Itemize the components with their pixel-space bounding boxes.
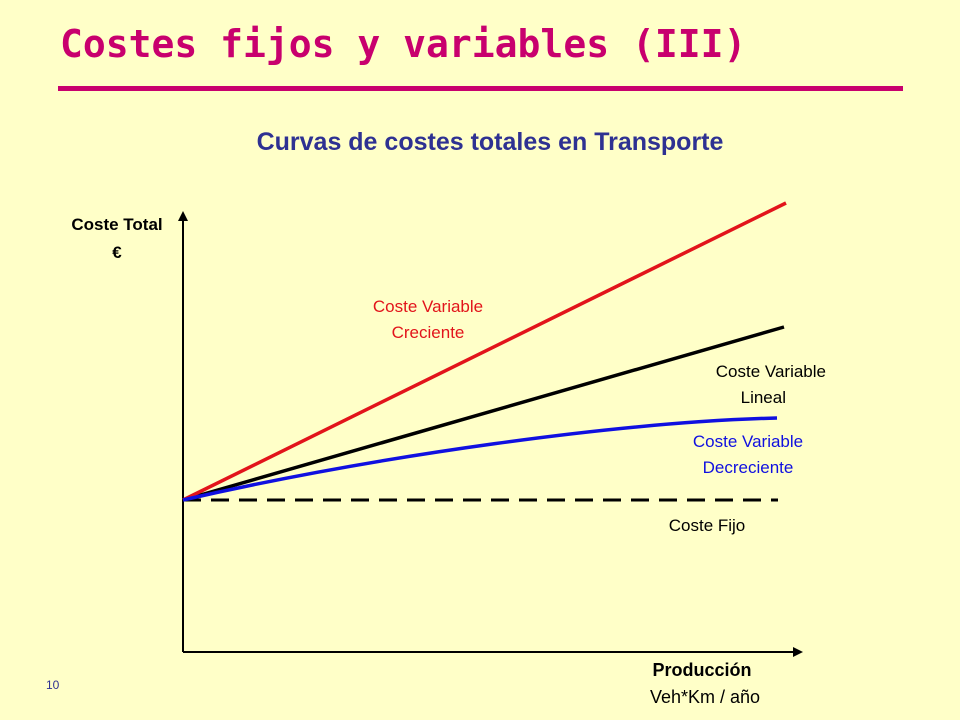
increasing-cost-label: Coste Variable	[373, 297, 483, 316]
fixed-cost-label: Coste Fijo	[669, 516, 746, 535]
x-axis-unit: Veh*Km / año	[650, 687, 760, 707]
page-number: 10	[46, 678, 60, 692]
y-axis-label: Coste Total	[71, 215, 162, 234]
linear-cost-label-2: Lineal	[741, 388, 786, 407]
diagram-title: Curvas de costes totales en Transporte	[256, 128, 724, 156]
increasing-variable-cost-line	[182, 201, 787, 502]
increasing-cost-label-2: Creciente	[392, 323, 465, 342]
decreasing-cost-label-2: Decreciente	[703, 458, 794, 477]
linear-variable-cost-line	[182, 325, 785, 502]
decreasing-cost-label: Coste Variable	[693, 432, 803, 451]
decreasing-variable-cost-curve	[182, 416, 778, 502]
x-axis-label: Producción	[652, 660, 751, 680]
slide-title: Costes fijos y variables (III)	[60, 22, 747, 66]
linear-cost-label: Coste Variable	[716, 362, 826, 381]
title-underline	[58, 86, 903, 91]
y-axis-unit: €	[112, 243, 122, 262]
